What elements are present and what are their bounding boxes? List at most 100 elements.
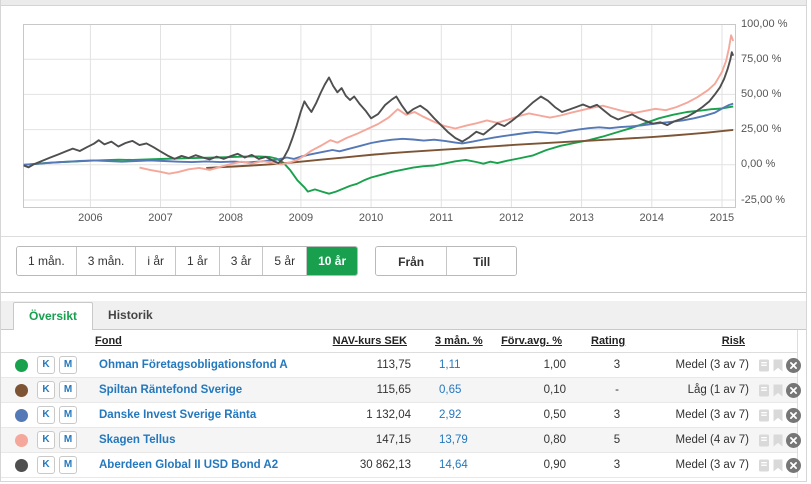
period-button-3-ar[interactable]: 3 år xyxy=(219,247,264,275)
k-button[interactable]: K xyxy=(37,456,55,474)
sort-header-3man[interactable]: 3 mån. % xyxy=(435,335,483,347)
y-tick-label: 75,00 % xyxy=(741,52,782,65)
series-line-ohman-foretagsobligationsfond-a xyxy=(23,105,734,195)
sort-header-nav[interactable]: NAV-kurs SEK xyxy=(332,335,407,347)
remove-fund-icon[interactable] xyxy=(786,357,801,373)
m-button[interactable]: M xyxy=(59,431,77,449)
notes-icon[interactable] xyxy=(758,434,770,447)
fund-name-link[interactable]: Öhman Företagsobligationsfond A xyxy=(99,359,288,371)
m-button[interactable]: M xyxy=(59,406,77,424)
fund-name-link[interactable]: Aberdeen Global II USD Bond A2 xyxy=(99,459,279,471)
x-tick-label: 2008 xyxy=(218,212,243,224)
x-tick-label: 2014 xyxy=(639,212,665,224)
m-button[interactable]: M xyxy=(59,456,77,474)
management-fee-value: 0,90 xyxy=(543,459,566,471)
risk-value: Låg (1 av 7) xyxy=(687,384,749,396)
fund-color-dot xyxy=(15,458,28,472)
fund-name-link[interactable]: Spiltan Räntefond Sverige xyxy=(99,384,243,396)
fund-name-link[interactable]: Skagen Tellus xyxy=(99,434,176,446)
bookmark-icon[interactable] xyxy=(773,384,783,397)
rating-value: - xyxy=(615,384,619,396)
rating-value: 3 xyxy=(613,409,621,421)
series-line-skagen-tellus xyxy=(139,34,735,175)
notes-icon[interactable] xyxy=(758,359,770,372)
bookmark-icon[interactable] xyxy=(773,359,783,372)
bookmark-icon[interactable] xyxy=(773,434,783,447)
period-button-3-man[interactable]: 3 mån. xyxy=(76,247,137,275)
k-button[interactable]: K xyxy=(37,356,55,374)
section-gap xyxy=(1,293,806,301)
management-fee-value: 0,10 xyxy=(543,384,566,396)
fund-table-row: K M Spiltan Räntefond Sverige 115,65 0,6… xyxy=(1,378,801,403)
fund-table-panel: Fond NAV-kurs SEK 3 mån. % Förv.avg. % R… xyxy=(1,330,806,481)
from-date-button[interactable]: Från xyxy=(376,247,447,275)
y-tick-label: 0,00 % xyxy=(741,158,776,171)
management-fee-value: 0,80 xyxy=(543,434,566,446)
x-tick-label: 2009 xyxy=(288,212,314,224)
nav-price-value: 147,15 xyxy=(375,434,411,446)
period-button-5-ar[interactable]: 5 år xyxy=(263,247,308,275)
rating-value: 3 xyxy=(613,459,621,471)
k-button[interactable]: K xyxy=(37,431,55,449)
risk-value: Medel (3 av 7) xyxy=(675,359,749,371)
remove-fund-icon[interactable] xyxy=(786,382,801,398)
period-button-i-ar[interactable]: i år xyxy=(136,247,177,275)
sort-header-rating[interactable]: Rating xyxy=(591,335,626,347)
x-tick-label: 2011 xyxy=(429,212,454,224)
period-button-1-ar[interactable]: 1 år xyxy=(176,247,220,275)
risk-value: Medel (4 av 7) xyxy=(675,434,749,446)
chart-plot[interactable] xyxy=(23,24,736,208)
y-tick-label: -25,00 % xyxy=(741,193,786,206)
y-tick-label: 50,00 % xyxy=(741,87,782,100)
tab-oversikt[interactable]: Översikt xyxy=(13,302,94,330)
series-line-aberdeen-global-ii-usd-bond-a2 xyxy=(23,51,735,169)
fund-table-row: K M Aberdeen Global II USD Bond A2 30 86… xyxy=(1,453,801,478)
risk-value: Medel (3 av 7) xyxy=(675,459,749,471)
x-tick-label: 2006 xyxy=(78,212,103,224)
sort-header-forvavg[interactable]: Förv.avg. % xyxy=(501,335,562,347)
three-month-return-link[interactable]: 14,64 xyxy=(439,459,468,471)
remove-fund-icon[interactable] xyxy=(786,432,801,448)
three-month-return-link[interactable]: 1,11 xyxy=(439,359,461,371)
rating-value: 5 xyxy=(613,434,621,446)
remove-fund-icon[interactable] xyxy=(786,407,801,423)
m-button[interactable]: M xyxy=(59,356,77,374)
notes-icon[interactable] xyxy=(758,384,770,397)
m-button[interactable]: M xyxy=(59,381,77,399)
till-date-button[interactable]: Till xyxy=(446,247,517,275)
sort-header-risk[interactable]: Risk xyxy=(721,335,745,347)
tab-historik[interactable]: Historik xyxy=(93,302,168,329)
x-tick-label: 2013 xyxy=(569,212,594,224)
nav-price-value: 113,75 xyxy=(376,359,411,371)
three-month-return-link[interactable]: 0,65 xyxy=(439,384,462,396)
rating-value: 3 xyxy=(613,359,621,371)
x-tick-label: 2015 xyxy=(709,212,735,224)
fund-color-dot xyxy=(15,358,28,372)
y-tick-label: 100,00 % xyxy=(741,17,788,30)
three-month-return-link[interactable]: 13,79 xyxy=(439,434,468,446)
remove-fund-icon[interactable] xyxy=(786,457,801,473)
period-button-1-man[interactable]: 1 mån. xyxy=(17,247,77,275)
fund-table-row: K M Danske Invest Sverige Ränta 1 132,04… xyxy=(1,403,801,428)
three-month-return-link[interactable]: 2,92 xyxy=(439,409,462,421)
tab-bar: Översikt Historik xyxy=(1,301,806,330)
fund-name-link[interactable]: Danske Invest Sverige Ränta xyxy=(99,409,257,421)
sort-header-fund[interactable]: Fond xyxy=(95,335,122,347)
bookmark-icon[interactable] xyxy=(773,409,783,422)
bookmark-icon[interactable] xyxy=(773,459,783,472)
fund-table-row: K M Öhman Företagsobligationsfond A 113,… xyxy=(1,353,801,378)
fund-table: Fond NAV-kurs SEK 3 mån. % Förv.avg. % R… xyxy=(1,330,801,478)
date-range-group: Från Till xyxy=(375,246,518,276)
fund-table-row: K M Skagen Tellus 147,15 13,79 0,80 5 Me… xyxy=(1,428,801,453)
k-button[interactable]: K xyxy=(37,406,55,424)
nav-price-value: 1 132,04 xyxy=(366,409,411,421)
nav-price-value: 115,65 xyxy=(376,384,411,396)
series-line-spiltan-rantefond-sverige xyxy=(206,128,734,169)
period-button-10-ar[interactable]: 10 år xyxy=(307,247,358,275)
k-button[interactable]: K xyxy=(37,381,55,399)
notes-icon[interactable] xyxy=(758,459,770,472)
fund-color-dot xyxy=(15,408,28,422)
nav-price-value: 30 862,13 xyxy=(359,459,411,471)
notes-icon[interactable] xyxy=(758,409,770,422)
